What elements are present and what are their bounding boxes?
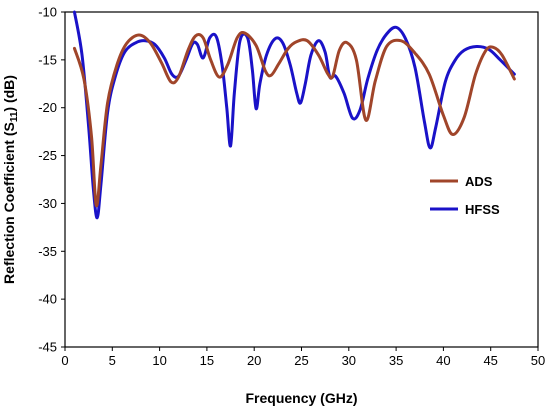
y-tick-label: -10: [38, 5, 57, 20]
legend-label-hfss: HFSS: [465, 202, 500, 217]
series-line-ads: [72, 31, 516, 208]
x-tick-label: 30: [342, 353, 356, 368]
x-tick-label: 50: [531, 353, 545, 368]
y-axis-ticks: -10 -15 -20 -25 -30 -35 -40 -45: [38, 5, 65, 355]
x-tick-label: 5: [109, 353, 116, 368]
x-tick-label: 45: [483, 353, 497, 368]
series-lines: [72, 10, 516, 220]
y-axis-title: Reflection Coefficient (S11) (dB): [1, 75, 20, 284]
x-tick-label: 10: [152, 353, 166, 368]
y-tick-label: -35: [38, 244, 57, 259]
y-axis-title-subscript: 11: [9, 111, 20, 122]
x-tick-label: 15: [200, 353, 214, 368]
x-tick-label: 25: [294, 353, 308, 368]
series-line-hfss: [72, 10, 516, 220]
y-tick-label: -30: [38, 196, 57, 211]
y-tick-label: -20: [38, 100, 57, 115]
x-tick-label: 40: [436, 353, 450, 368]
x-tick-label: 20: [247, 353, 261, 368]
y-tick-label: -15: [38, 52, 57, 67]
x-axis-title: Frequency (GHz): [245, 390, 357, 406]
legend: ADS HFSS: [430, 174, 500, 217]
y-tick-label: -25: [38, 148, 57, 163]
y-axis-title-part-2: ) (dB): [1, 75, 17, 112]
x-tick-label: 0: [61, 353, 68, 368]
legend-label-ads: ADS: [465, 174, 493, 189]
y-tick-label: -40: [38, 292, 57, 307]
y-tick-label: -45: [38, 340, 57, 355]
x-axis-ticks: 0 5 10 15 20 25 30 35 40 45 50: [61, 347, 545, 368]
x-tick-label: 35: [389, 353, 403, 368]
y-axis-title-part-1: Reflection Coefficient (S: [1, 122, 17, 284]
